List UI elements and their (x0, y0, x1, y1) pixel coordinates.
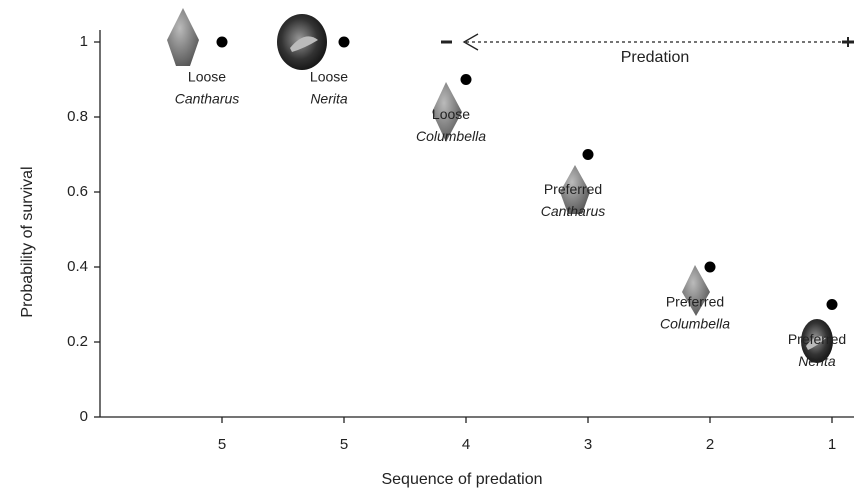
shell-icon (167, 8, 833, 363)
point-label-genus: Cantharus (541, 203, 606, 219)
point (460, 74, 472, 85)
point-label-genus: Nerita (310, 91, 348, 107)
point-label-genus: Cantharus (175, 91, 240, 107)
point-label-status: Preferred (666, 294, 724, 310)
point (338, 36, 350, 48)
point-label-status: Preferred (544, 181, 602, 197)
x-tick-label: 2 (706, 436, 714, 453)
point (704, 261, 716, 273)
y-tick-label: 1 (80, 33, 88, 50)
point-label-genus: Nerita (798, 353, 836, 369)
point (826, 299, 838, 310)
x-tick-label: 3 (584, 436, 592, 453)
point (216, 36, 228, 48)
y-tick-label: 0.6 (67, 183, 88, 200)
y-axis-title: Probability of survival (19, 166, 36, 317)
point-label-status: Preferred (788, 331, 846, 347)
annotation: Predation (621, 49, 690, 66)
point-label-genus: Columbella (416, 128, 486, 144)
point (582, 149, 594, 160)
y-tick-label: 0 (80, 408, 88, 425)
point-label-status: Loose (432, 106, 470, 122)
point-label-status: Loose (310, 69, 348, 85)
x-tick-label: 1 (828, 436, 836, 453)
y-tick-label: 0.4 (67, 258, 88, 275)
x-axis-title: Sequence of predation (381, 471, 542, 488)
predation-arrow (441, 33, 854, 51)
x-tick-label: 5 (340, 436, 348, 453)
y-tick-label: 0.2 (67, 333, 88, 350)
point-label-genus: Columbella (660, 316, 730, 332)
y-tick-label: 0.8 (67, 108, 88, 125)
x-tick-label: 5 (218, 436, 226, 453)
point-label-status: Loose (188, 69, 226, 85)
x-tick-label: 4 (462, 436, 470, 453)
